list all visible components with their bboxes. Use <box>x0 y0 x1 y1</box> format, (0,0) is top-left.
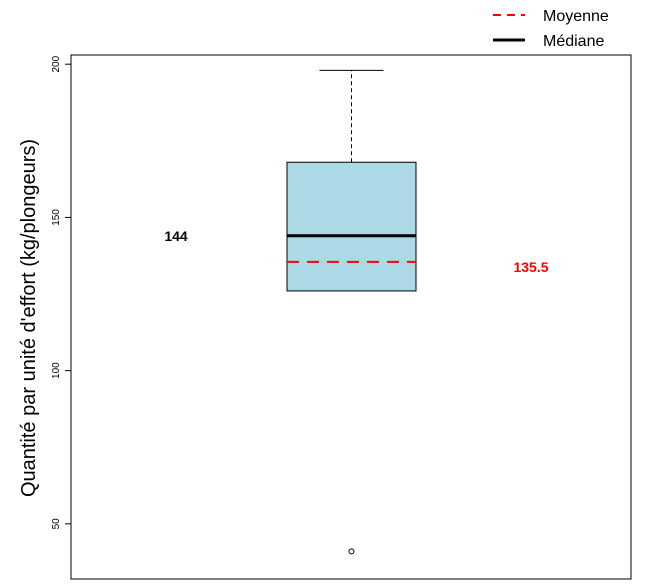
y-tick-label: 100 <box>51 362 62 379</box>
legend: Moyenne Médiane <box>493 8 609 50</box>
y-tick-label: 50 <box>51 518 62 530</box>
y-axis: 50 100 150 200 <box>51 55 72 530</box>
mean-value-label: 135.5 <box>513 259 548 275</box>
y-tick-label: 200 <box>51 55 62 72</box>
box-iqr <box>286 161 417 292</box>
legend-median-label: Médiane <box>543 33 604 50</box>
y-tick-label: 150 <box>51 209 62 226</box>
legend-mean-label: Moyenne <box>543 8 609 25</box>
median-value-label: 144 <box>164 228 188 244</box>
outlier-point <box>348 548 355 555</box>
y-axis-label: Quantité par unité d'effort (kg/plongeur… <box>18 139 40 497</box>
